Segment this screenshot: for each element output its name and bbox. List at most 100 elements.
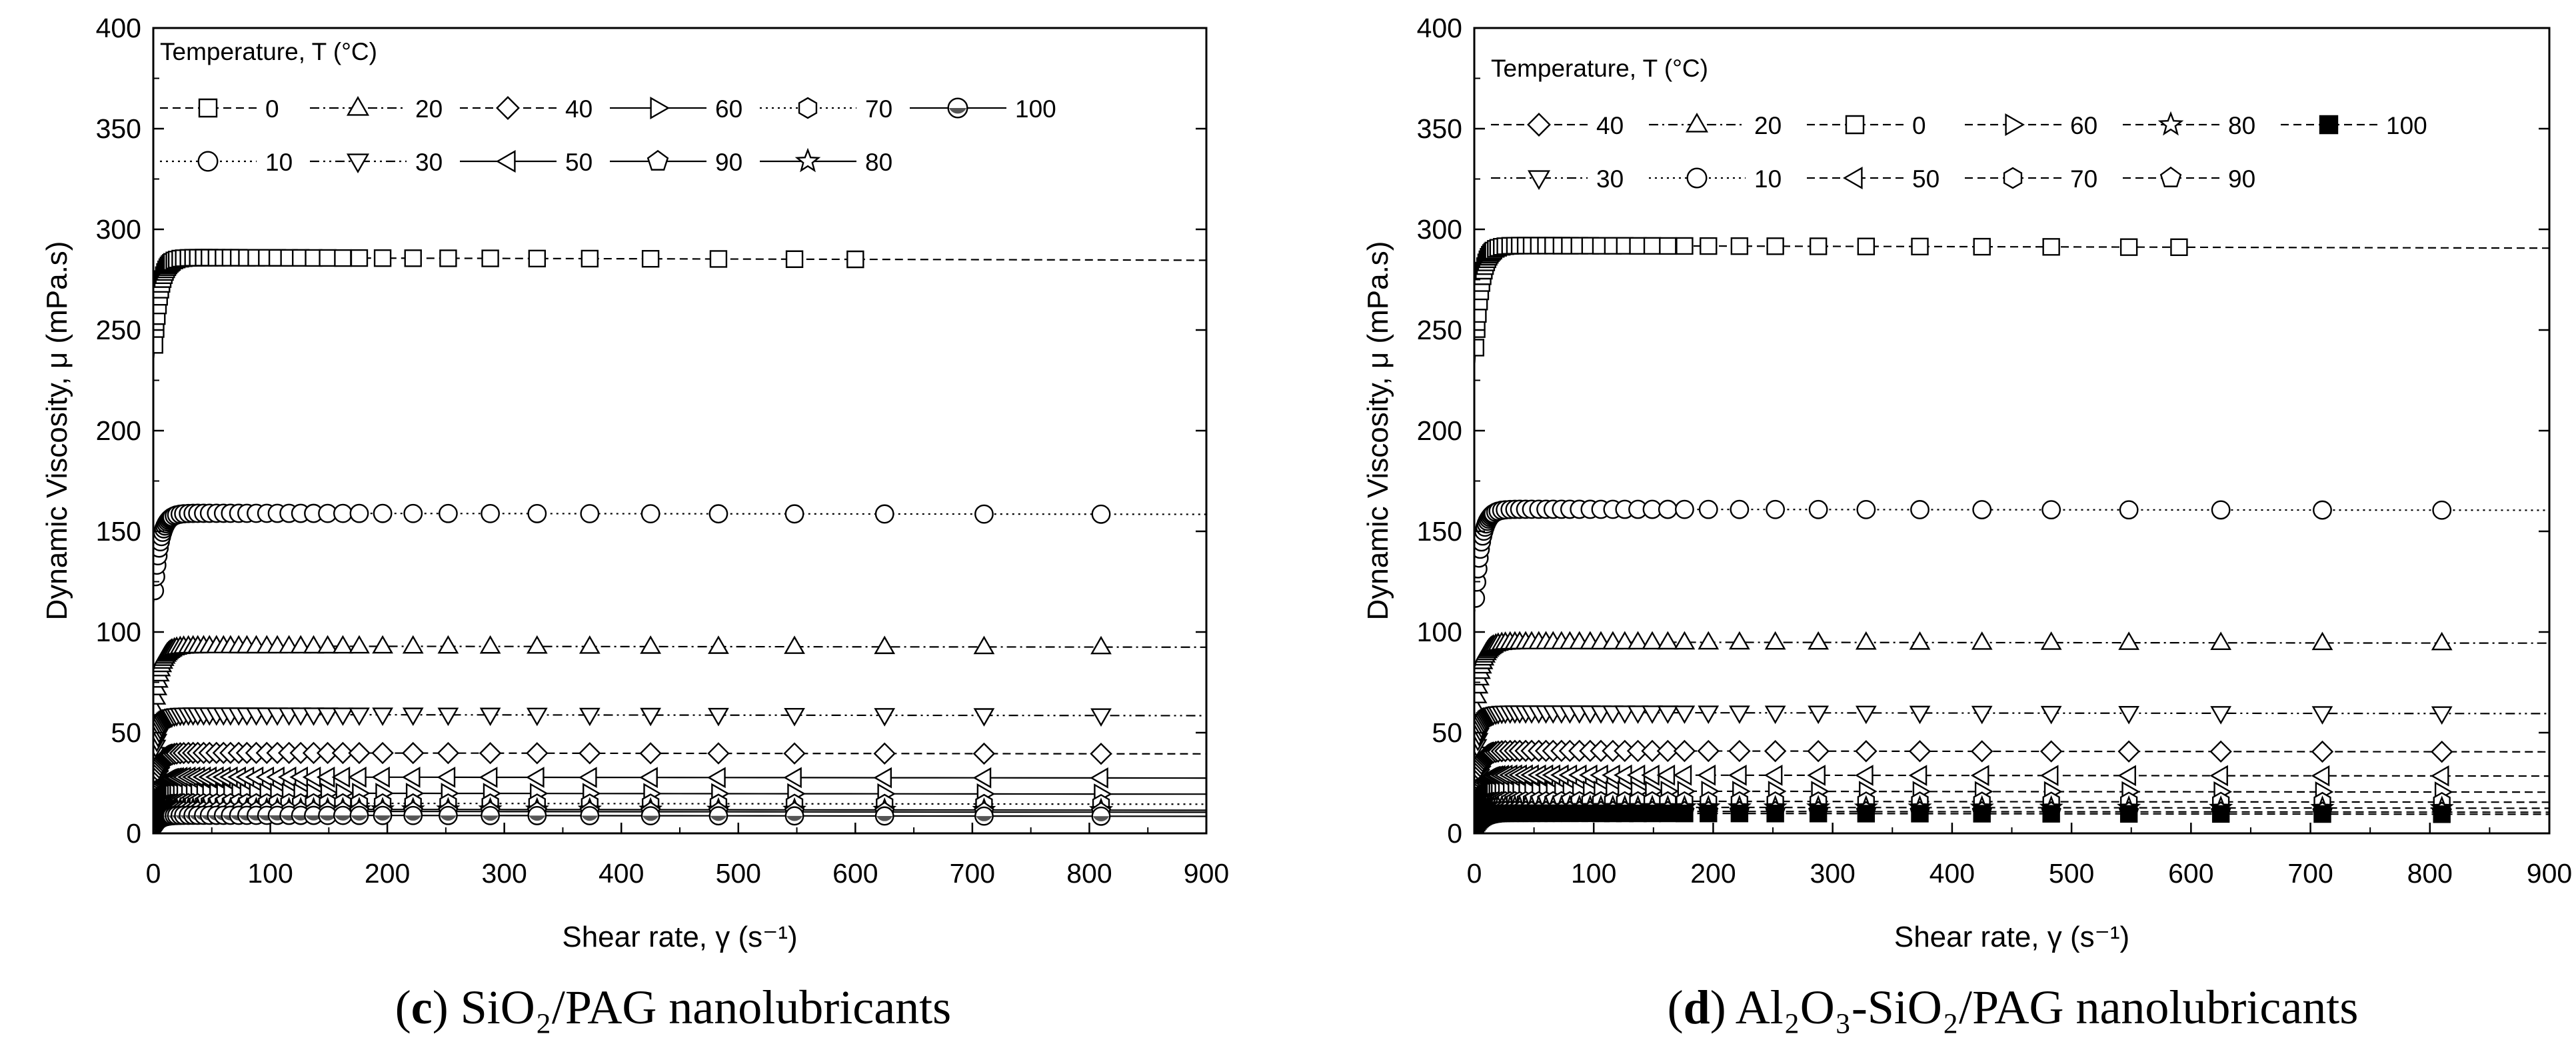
data-point-10-48 [874, 504, 894, 524]
data-point-20-50 [1090, 635, 1112, 655]
data-point-20-47 [784, 635, 805, 654]
legend-label: 0 [1912, 112, 1926, 139]
data-point-20-38 [1674, 631, 1696, 650]
data-point-10-43 [1856, 499, 1876, 519]
data-point-100-38 [1676, 804, 1694, 823]
data-point-40-43 [526, 742, 549, 765]
data-point-50-45 [639, 767, 658, 789]
data-point-30-50 [1090, 708, 1112, 727]
y-tick-label: 200 [96, 415, 141, 446]
data-point-0-36 [1643, 237, 1662, 255]
panel-caption: (c) SiO₂/PAG nanolubricants [395, 981, 951, 1034]
data-point-10-40 [403, 503, 423, 523]
x-tick-label: 100 [247, 858, 293, 889]
data-point-40-41 [437, 741, 460, 765]
data-point-100-37-fill [335, 815, 351, 821]
data-point-0-0 [1474, 339, 1484, 357]
data-point-30-41 [437, 707, 459, 727]
caption-text: SiO₂/PAG nanolubricants [461, 981, 951, 1034]
x-tick-label: 900 [2527, 858, 2572, 889]
legend-entry-30: 30 [310, 149, 443, 176]
data-point-30-35 [303, 707, 325, 726]
data-point-100-48 [2211, 805, 2230, 823]
legend-marker [197, 151, 219, 172]
data-point-0-45 [1973, 237, 1991, 256]
data-point-100-49-fill [976, 816, 992, 821]
legend-title: Temperature, T (°C) [160, 38, 377, 65]
data-point-40-38 [348, 741, 371, 765]
x-tick-label: 600 [832, 858, 878, 889]
legend-marker [650, 96, 670, 120]
data-point-50-49 [2311, 765, 2330, 787]
y-tick-label: 150 [96, 516, 141, 547]
data-point-10-49 [974, 504, 994, 524]
data-point-10-37 [333, 503, 353, 523]
data-point-50-42 [1807, 765, 1826, 786]
data-point-100-50 [2433, 805, 2451, 823]
data-point-40-46 [2039, 740, 2063, 763]
data-point-0-41 [439, 249, 457, 267]
data-point-20-40 [402, 635, 424, 654]
data-point-10-45 [1972, 500, 1992, 519]
x-tick-label: 0 [146, 858, 161, 889]
data-point-50-38 [348, 766, 367, 788]
data-point-30-35 [1627, 705, 1649, 724]
data-point-0-36 [319, 249, 337, 267]
legend-label: 90 [715, 149, 742, 176]
legend-entry-100: 100 [910, 95, 1056, 123]
series-40 [153, 741, 1206, 797]
data-point-10-38 [349, 503, 369, 523]
legend-marker [2319, 115, 2339, 135]
data-point-40-47 [2117, 740, 2140, 763]
legend-marker [1686, 167, 1708, 189]
data-point-20-45 [1971, 631, 1993, 650]
data-point-20-40 [1728, 631, 1750, 650]
data-point-40-44 [1908, 740, 1932, 763]
legend-entry-90: 90 [610, 149, 742, 176]
caption-text: Al₂O₃-SiO₂/PAG nanolubricants [1736, 981, 2359, 1034]
caption-letter: c [411, 981, 433, 1034]
data-point-30-38 [1674, 705, 1696, 724]
data-point-40-41 [1764, 739, 1787, 763]
legend-label: 30 [415, 149, 443, 176]
data-point-100-45 [1973, 805, 1991, 823]
data-point-30-45 [640, 707, 661, 727]
data-point-30-36 [317, 707, 339, 726]
data-point-20-43 [1855, 631, 1877, 650]
legend-label: 50 [565, 149, 593, 176]
data-point-0-48 [2170, 238, 2188, 257]
x-tick-label: 0 [1467, 858, 1482, 889]
data-point-100-47-fill [786, 815, 803, 821]
data-point-10-43 [527, 504, 547, 523]
chart-panel-c: 0 100 200 300 400 500 600 700 800 900050100150200… [41, 13, 1229, 1034]
data-point-30-44 [1909, 705, 1931, 725]
series-10 [1474, 499, 2549, 612]
series-0 [153, 249, 1206, 359]
caption-paren-close: ) [1710, 981, 1736, 1034]
caption-paren-close: ) [433, 981, 461, 1034]
data-point-50-40 [401, 766, 421, 788]
legend-entry-0: 0 [1807, 112, 1926, 139]
y-tick-label: 200 [1417, 415, 1462, 446]
data-point-50-48 [873, 767, 892, 789]
data-point-20-34 [290, 635, 312, 654]
x-axis-label: Shear rate, γ (s⁻¹) [562, 921, 797, 953]
data-point-10-50 [2432, 500, 2452, 520]
data-point-10-48 [2211, 500, 2231, 520]
data-point-0-40 [1730, 237, 1749, 255]
data-point-20-50 [2431, 631, 2453, 651]
x-tick-label: 700 [950, 858, 995, 889]
data-point-0-48 [846, 250, 864, 269]
data-point-40-42 [479, 742, 502, 765]
data-point-10-42 [481, 503, 500, 523]
y-tick-label: 300 [96, 214, 141, 245]
data-point-30-49 [973, 708, 995, 727]
legend-marker [1527, 113, 1551, 137]
x-tick-label: 300 [1810, 858, 1855, 889]
data-point-100-41 [1766, 805, 1784, 823]
caption-paren-open: ( [395, 981, 411, 1034]
y-tick-label: 350 [1417, 113, 1462, 144]
data-point-20-47 [2118, 631, 2140, 650]
y-tick-label: 0 [126, 818, 141, 849]
legend-marker [1842, 166, 1863, 190]
